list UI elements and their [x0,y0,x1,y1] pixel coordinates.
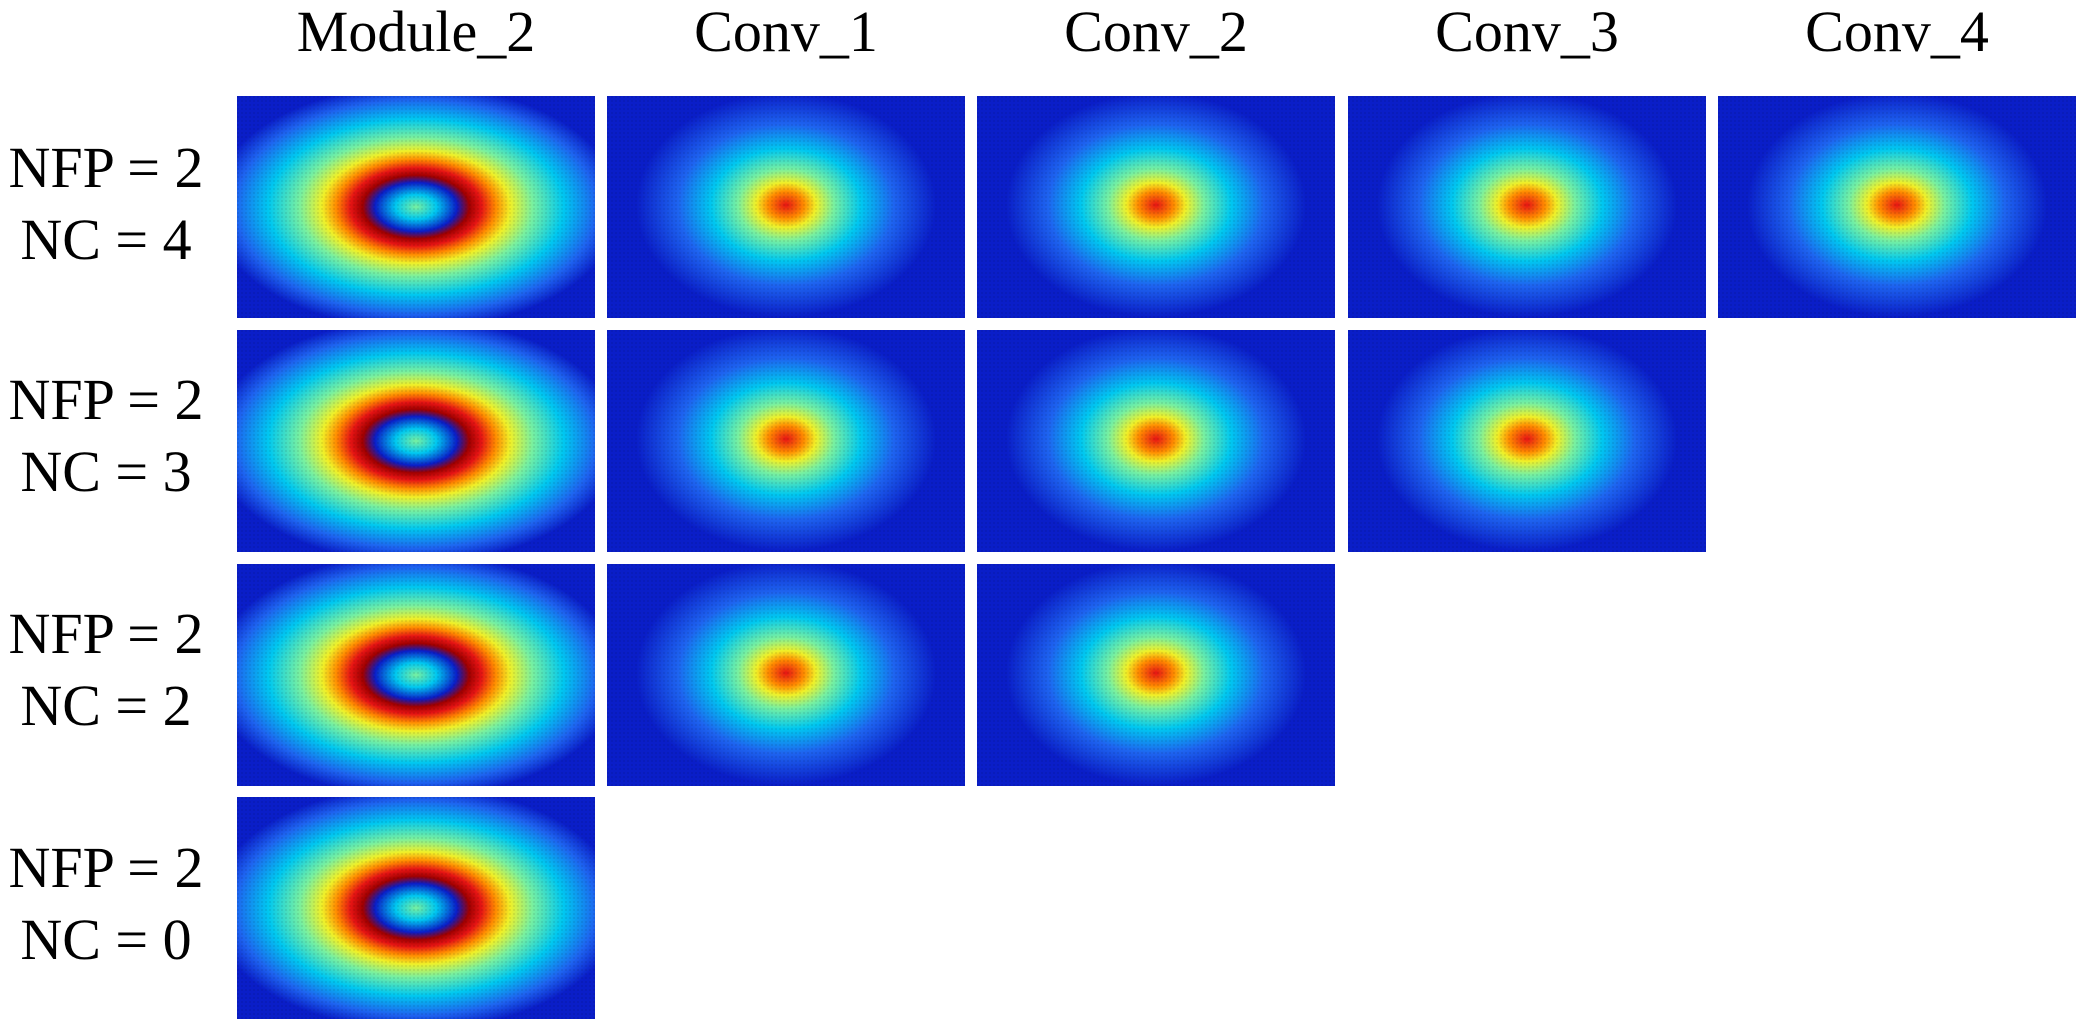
row-label-2: NFP = 2 NC = 3 [0,364,212,508]
heatmap-panel [977,330,1335,552]
row-label-nc: NC = 3 [20,439,192,504]
ring-heatmap [237,564,595,786]
column-header-conv-2: Conv_2 [1064,0,1248,64]
heatmap-panel [607,564,965,786]
spot-heatmap [977,330,1335,552]
ring-heatmap [237,330,595,552]
spot-heatmap [977,96,1335,318]
heatmap-panel [237,96,595,318]
spot-heatmap [1718,96,2076,318]
spot-heatmap [1348,96,1706,318]
row-label-1: NFP = 2 NC = 4 [0,132,212,276]
spot-heatmap [1348,330,1706,552]
spot-heatmap [607,564,965,786]
heatmap-panel [1348,330,1706,552]
heatmap-panel [977,564,1335,786]
spot-heatmap [607,330,965,552]
column-header-module-2: Module_2 [296,0,536,64]
row-label-nfp: NFP = 2 [8,135,204,200]
row-label-4: NFP = 2 NC = 0 [0,832,212,976]
spot-heatmap [607,96,965,318]
row-label-nfp: NFP = 2 [8,367,204,432]
row-label-nc: NC = 2 [20,673,192,738]
spot-heatmap [977,564,1335,786]
heatmap-panel [1718,96,2076,318]
column-header-conv-4: Conv_4 [1805,0,1989,64]
ring-heatmap [237,96,595,318]
heatmap-panel [237,564,595,786]
row-label-nfp: NFP = 2 [8,601,204,666]
row-label-nc: NC = 4 [20,207,192,272]
heatmap-panel [607,330,965,552]
ring-heatmap [237,797,595,1019]
heatmap-panel [237,797,595,1019]
heatmap-panel [237,330,595,552]
row-label-nc: NC = 0 [20,907,192,972]
row-label-3: NFP = 2 NC = 2 [0,598,212,742]
heatmap-panel [607,96,965,318]
heatmap-panel [1348,96,1706,318]
column-header-conv-3: Conv_3 [1435,0,1619,64]
heatmap-panel [977,96,1335,318]
row-label-nfp: NFP = 2 [8,835,204,900]
column-header-conv-1: Conv_1 [694,0,878,64]
